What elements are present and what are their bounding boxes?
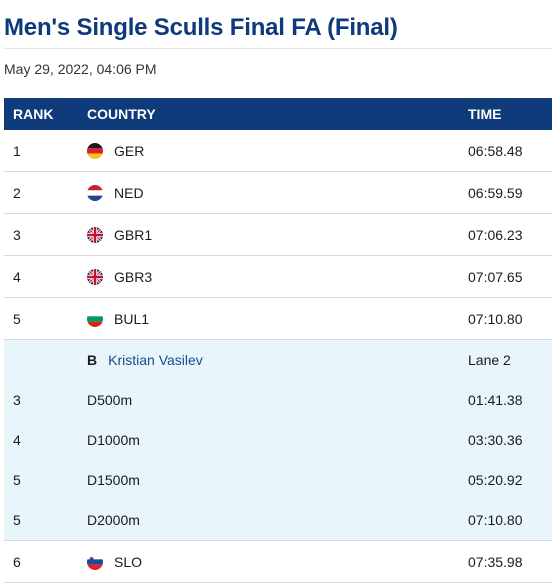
split-row: 5 D2000m 07:10.80 xyxy=(4,500,552,541)
germany-flag-icon xyxy=(87,142,103,159)
country-code: GBR1 xyxy=(114,226,153,243)
split-time: 03:30.36 xyxy=(468,432,523,448)
split-time: 05:20.92 xyxy=(468,472,523,488)
header-rank: RANK xyxy=(13,106,54,122)
time-cell: 07:35.98 xyxy=(468,553,523,570)
split-time: 07:10.80 xyxy=(468,512,523,528)
results-table: RANK COUNTRY TIME 1 GER 06:58.48 2 NED 0… xyxy=(4,98,552,583)
split-distance: D500m xyxy=(87,392,133,408)
split-time: 01:41.38 xyxy=(468,392,523,408)
split-row: 5 D1500m 05:20.92 xyxy=(4,460,552,500)
rank-cell: 6 xyxy=(13,553,21,570)
page-title: Men's Single Sculls Final FA (Final) xyxy=(4,14,398,41)
split-distance: D1000m xyxy=(87,432,140,448)
split-row: 3 D500m 01:41.38 xyxy=(4,380,552,420)
rank-cell: 3 xyxy=(13,226,21,243)
crew-row: B Kristian Vasilev Lane 2 xyxy=(4,340,552,380)
result-row-bul1[interactable]: 5 BUL1 07:10.80 xyxy=(4,298,552,340)
split-rank: 5 xyxy=(13,472,21,488)
race-date: May 29, 2022, 04:06 PM xyxy=(4,61,157,77)
time-cell: 06:59.59 xyxy=(468,184,523,201)
country-code: GBR3 xyxy=(114,268,153,285)
bulgaria-flag-icon xyxy=(87,310,103,327)
rank-cell: 5 xyxy=(13,310,21,327)
athlete-link[interactable]: Kristian Vasilev xyxy=(108,352,203,368)
result-row-gbr1[interactable]: 3 GBR1 07:06.23 xyxy=(4,214,552,256)
time-cell: 07:07.65 xyxy=(468,268,523,285)
result-row-ger[interactable]: 1 GER 06:58.48 xyxy=(4,130,552,172)
header-time: TIME xyxy=(468,106,502,122)
slovenia-flag-icon xyxy=(87,553,103,570)
title-divider xyxy=(4,48,552,49)
time-cell: 06:58.48 xyxy=(468,142,523,159)
country-code: NED xyxy=(114,184,144,201)
rank-cell: 4 xyxy=(13,268,21,285)
netherlands-flag-icon xyxy=(87,184,103,201)
split-distance: D1500m xyxy=(87,472,140,488)
split-row: 4 D1000m 03:30.36 xyxy=(4,420,552,460)
uk-flag-icon xyxy=(87,226,103,243)
split-rank: 4 xyxy=(13,432,21,448)
rank-cell: 1 xyxy=(13,142,21,159)
lane-cell: Lane 2 xyxy=(468,352,511,368)
time-cell: 07:06.23 xyxy=(468,226,523,243)
uk-flag-icon xyxy=(87,268,103,285)
split-rank: 5 xyxy=(13,512,21,528)
table-header: RANK COUNTRY TIME xyxy=(4,98,552,130)
header-country: COUNTRY xyxy=(87,106,156,122)
crew-position: B xyxy=(87,352,98,368)
country-code: SLO xyxy=(114,553,143,570)
result-row-ned[interactable]: 2 NED 06:59.59 xyxy=(4,172,552,214)
time-cell: 07:10.80 xyxy=(468,310,523,327)
split-rank: 3 xyxy=(13,392,21,408)
split-distance: D2000m xyxy=(87,512,140,528)
country-code: GER xyxy=(114,142,145,159)
result-row-slo[interactable]: 6 SLO 07:35.98 xyxy=(4,541,552,583)
result-row-gbr3[interactable]: 4 GBR3 07:07.65 xyxy=(4,256,552,298)
country-code: BUL1 xyxy=(114,310,150,327)
rank-cell: 2 xyxy=(13,184,21,201)
